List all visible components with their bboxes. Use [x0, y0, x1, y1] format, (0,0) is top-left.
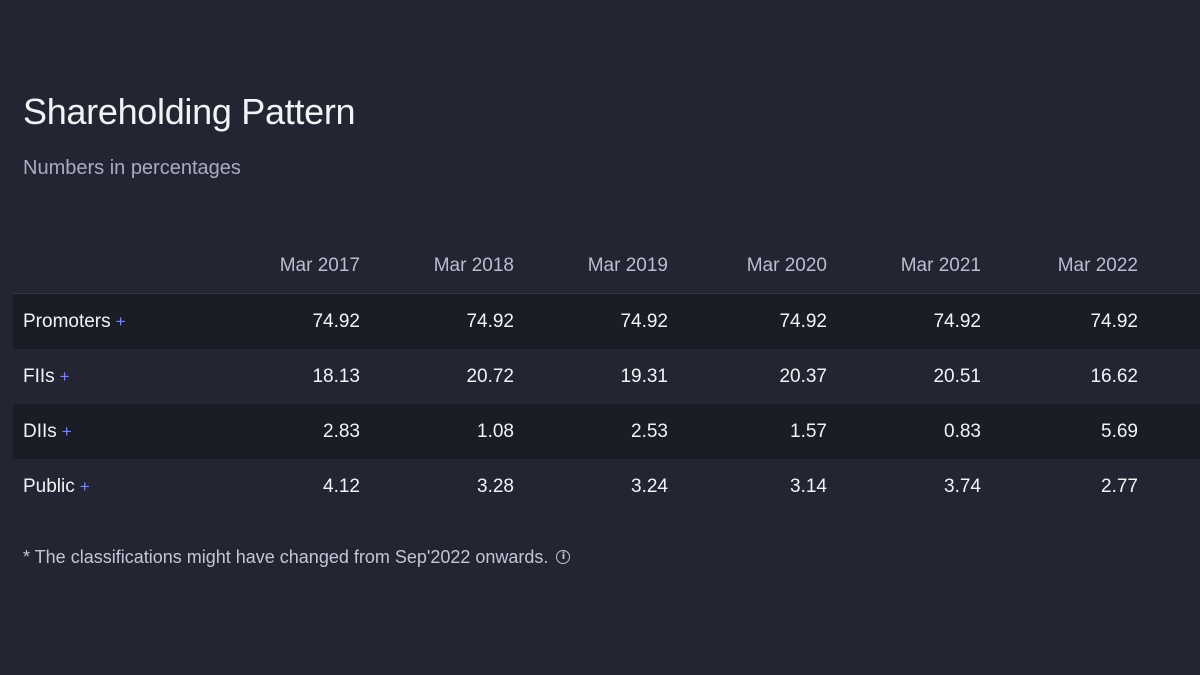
table-cell: 20.37 — [779, 365, 827, 387]
table-row-promoters: Promoters + 74.92 74.92 74.92 74.92 74.9… — [13, 294, 1200, 349]
table-cell: 74.92 — [779, 310, 827, 332]
row-label[interactable]: FIIs + — [23, 349, 70, 404]
table-cell: 74.92 — [466, 310, 514, 332]
column-header: Mar 2017 — [279, 254, 360, 276]
column-header: Mar 2020 — [746, 254, 827, 276]
row-label-text: DIIs — [23, 420, 57, 442]
page-subtitle: Numbers in percentages — [23, 157, 241, 179]
table-cell: 20.72 — [466, 365, 514, 387]
row-label[interactable]: DIIs + — [23, 404, 72, 459]
row-label-text: Public — [23, 475, 75, 497]
classification-footnote: * The classifications might have changed… — [23, 544, 571, 570]
table-cell: 1.08 — [477, 420, 514, 442]
table-header-row: Mar 2017 Mar 2018 Mar 2019 Mar 2020 Mar … — [13, 238, 1200, 294]
table-row-fiis: FIIs + 18.13 20.72 19.31 20.37 20.51 16.… — [13, 349, 1200, 404]
row-label-text: Promoters — [23, 310, 111, 332]
table-cell: 2.53 — [631, 420, 668, 442]
table-cell: 0.83 — [944, 420, 981, 442]
table-cell: 3.14 — [790, 475, 827, 497]
column-header: Mar 2018 — [433, 254, 514, 276]
table-cell: 5.69 — [1101, 420, 1138, 442]
table-cell: 74.92 — [620, 310, 668, 332]
table-cell: 74.92 — [933, 310, 981, 332]
table-cell: 3.24 — [631, 475, 668, 497]
table-cell: 74.92 — [1090, 310, 1138, 332]
table-cell: 3.74 — [944, 475, 981, 497]
row-label-text: FIIs — [23, 365, 55, 387]
table-cell: 2.77 — [1101, 475, 1138, 497]
table-cell: 16.62 — [1090, 365, 1138, 387]
table-cell: 20.51 — [933, 365, 981, 387]
row-label[interactable]: Promoters + — [23, 294, 126, 349]
info-icon[interactable]: i — [556, 550, 571, 564]
column-header: Mar 2019 — [587, 254, 668, 276]
table-row-public: Public + 4.12 3.28 3.24 3.14 3.74 2.77 — [13, 459, 1200, 514]
table-cell: 2.83 — [323, 420, 360, 442]
table-row-diis: DIIs + 2.83 1.08 2.53 1.57 0.83 5.69 — [13, 404, 1200, 459]
table-cell: 74.92 — [312, 310, 360, 332]
expand-plus-icon[interactable]: + — [59, 366, 70, 386]
expand-plus-icon[interactable]: + — [115, 311, 126, 331]
shareholding-table: Mar 2017 Mar 2018 Mar 2019 Mar 2020 Mar … — [13, 238, 1200, 514]
page-title: Shareholding Pattern — [23, 91, 356, 132]
row-label[interactable]: Public + — [23, 459, 90, 514]
footnote-text: * The classifications might have changed… — [23, 547, 549, 567]
column-header: Mar 2021 — [900, 254, 981, 276]
expand-plus-icon[interactable]: + — [79, 476, 90, 496]
column-header: Mar 2022 — [1057, 254, 1138, 276]
table-cell: 3.28 — [477, 475, 514, 497]
table-cell: 1.57 — [790, 420, 827, 442]
table-cell: 19.31 — [620, 365, 668, 387]
table-cell: 18.13 — [312, 365, 360, 387]
expand-plus-icon[interactable]: + — [61, 421, 72, 441]
table-cell: 4.12 — [323, 475, 360, 497]
